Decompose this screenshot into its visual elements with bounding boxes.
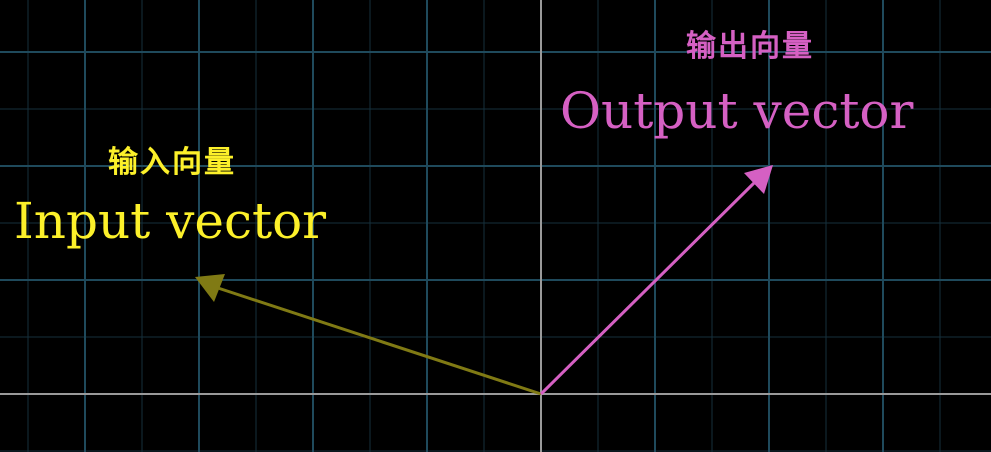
input-vector-label-chinese: 输入向量: [108, 145, 236, 180]
output-vector-arrow: [539, 165, 773, 396]
output-vector-head: [744, 165, 773, 194]
input-vector-arrow: [195, 274, 542, 396]
input-vector-label: Input vector: [14, 192, 327, 250]
input-vector-shaft: [217, 286, 542, 396]
output-vector-label-chinese: 输出向量: [686, 29, 814, 64]
input-vector-head: [195, 274, 225, 302]
output-vector-shaft: [539, 181, 756, 396]
output-vector-label: Output vector: [560, 82, 914, 140]
